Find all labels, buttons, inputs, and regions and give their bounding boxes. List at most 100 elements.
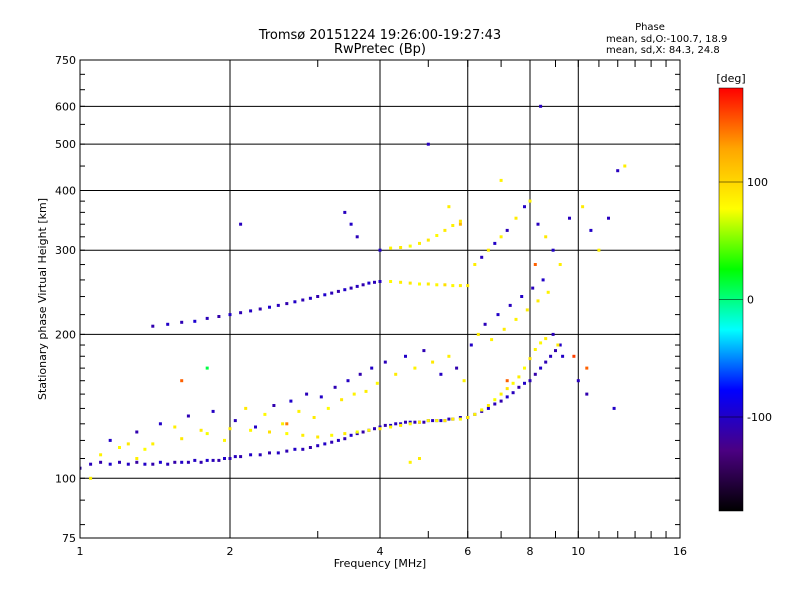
data-point — [422, 420, 426, 424]
data-point — [490, 338, 494, 342]
data-point — [361, 283, 365, 287]
data-point — [158, 422, 162, 426]
data-point — [361, 430, 365, 434]
data-point — [551, 332, 555, 336]
data-point — [323, 293, 327, 297]
data-point — [447, 205, 451, 209]
data-point — [223, 438, 226, 442]
phase-box-title: Phase — [635, 22, 665, 33]
data-point — [378, 425, 382, 429]
data-point — [447, 417, 451, 421]
data-point — [539, 366, 543, 370]
data-point — [514, 216, 518, 220]
data-point — [408, 422, 412, 426]
data-point — [418, 241, 421, 245]
data-point — [316, 435, 320, 439]
data-point — [466, 284, 470, 288]
data-point — [330, 291, 334, 295]
data-point — [399, 280, 403, 284]
data-point — [89, 462, 93, 466]
data-point — [439, 419, 443, 423]
data-point — [418, 420, 421, 424]
data-point — [505, 379, 509, 383]
data-point — [493, 398, 497, 402]
data-point — [316, 295, 320, 298]
data-point — [502, 327, 506, 331]
data-point — [616, 169, 620, 173]
data-point — [531, 286, 535, 290]
data-point — [343, 437, 347, 441]
data-point — [301, 447, 305, 451]
data-point — [373, 427, 376, 431]
data-point — [533, 263, 537, 266]
data-point — [378, 280, 382, 283]
data-point — [486, 404, 490, 407]
data-point — [404, 420, 407, 424]
data-point — [263, 412, 267, 416]
data-point — [268, 305, 271, 309]
data-point — [211, 409, 215, 413]
data-point — [118, 446, 121, 449]
data-point — [151, 324, 155, 328]
y-tick-label: 400 — [55, 184, 76, 197]
data-point — [135, 457, 139, 460]
data-point — [285, 422, 289, 426]
data-point — [554, 349, 557, 353]
data-point — [443, 419, 447, 423]
data-point — [544, 337, 548, 341]
data-point — [99, 460, 103, 464]
data-point — [349, 286, 353, 290]
data-point — [568, 216, 571, 220]
data-point — [389, 425, 393, 429]
x-tick-label: 2 — [227, 545, 234, 558]
data-point — [108, 438, 112, 442]
y-tick-label: 200 — [55, 328, 76, 341]
data-point — [166, 322, 170, 326]
data-point — [549, 354, 553, 358]
data-point — [483, 322, 487, 326]
data-point — [285, 432, 289, 436]
data-point — [355, 284, 359, 288]
data-point — [233, 455, 237, 459]
data-point — [607, 216, 610, 220]
y-tick-label: 75 — [62, 532, 76, 545]
data-point — [493, 241, 497, 245]
data-point — [205, 316, 209, 320]
data-point — [180, 460, 184, 464]
data-point — [458, 219, 462, 223]
data-point — [89, 476, 93, 480]
data-point — [205, 432, 209, 436]
data-point — [199, 428, 203, 432]
data-point — [576, 379, 580, 383]
data-point — [293, 300, 297, 304]
axis-ticks: 1 2 4 6 8 10 16 75 100 200 300 400 500 600 750 — [55, 54, 687, 558]
data-point — [301, 298, 305, 302]
data-point — [308, 296, 312, 300]
data-point — [523, 205, 526, 209]
data-point — [308, 446, 312, 449]
data-point — [499, 235, 503, 239]
data-point — [126, 462, 130, 466]
data-point — [193, 458, 197, 462]
data-point — [458, 416, 462, 419]
data-point — [268, 430, 271, 434]
data-point — [244, 406, 248, 410]
data-point — [623, 164, 627, 168]
data-point — [511, 391, 515, 395]
data-point — [228, 427, 232, 431]
data-point — [276, 451, 280, 455]
data-point — [126, 442, 130, 446]
data-point — [173, 460, 177, 464]
grid-lines — [80, 60, 680, 538]
y-tick-label: 100 — [55, 472, 76, 485]
data-point — [528, 379, 532, 383]
data-point — [199, 460, 203, 464]
data-point — [435, 234, 439, 237]
data-point — [539, 341, 543, 345]
data-point — [585, 392, 589, 396]
data-point — [285, 302, 289, 306]
data-point — [375, 381, 379, 385]
data-point — [233, 419, 237, 423]
data-point — [536, 299, 540, 303]
